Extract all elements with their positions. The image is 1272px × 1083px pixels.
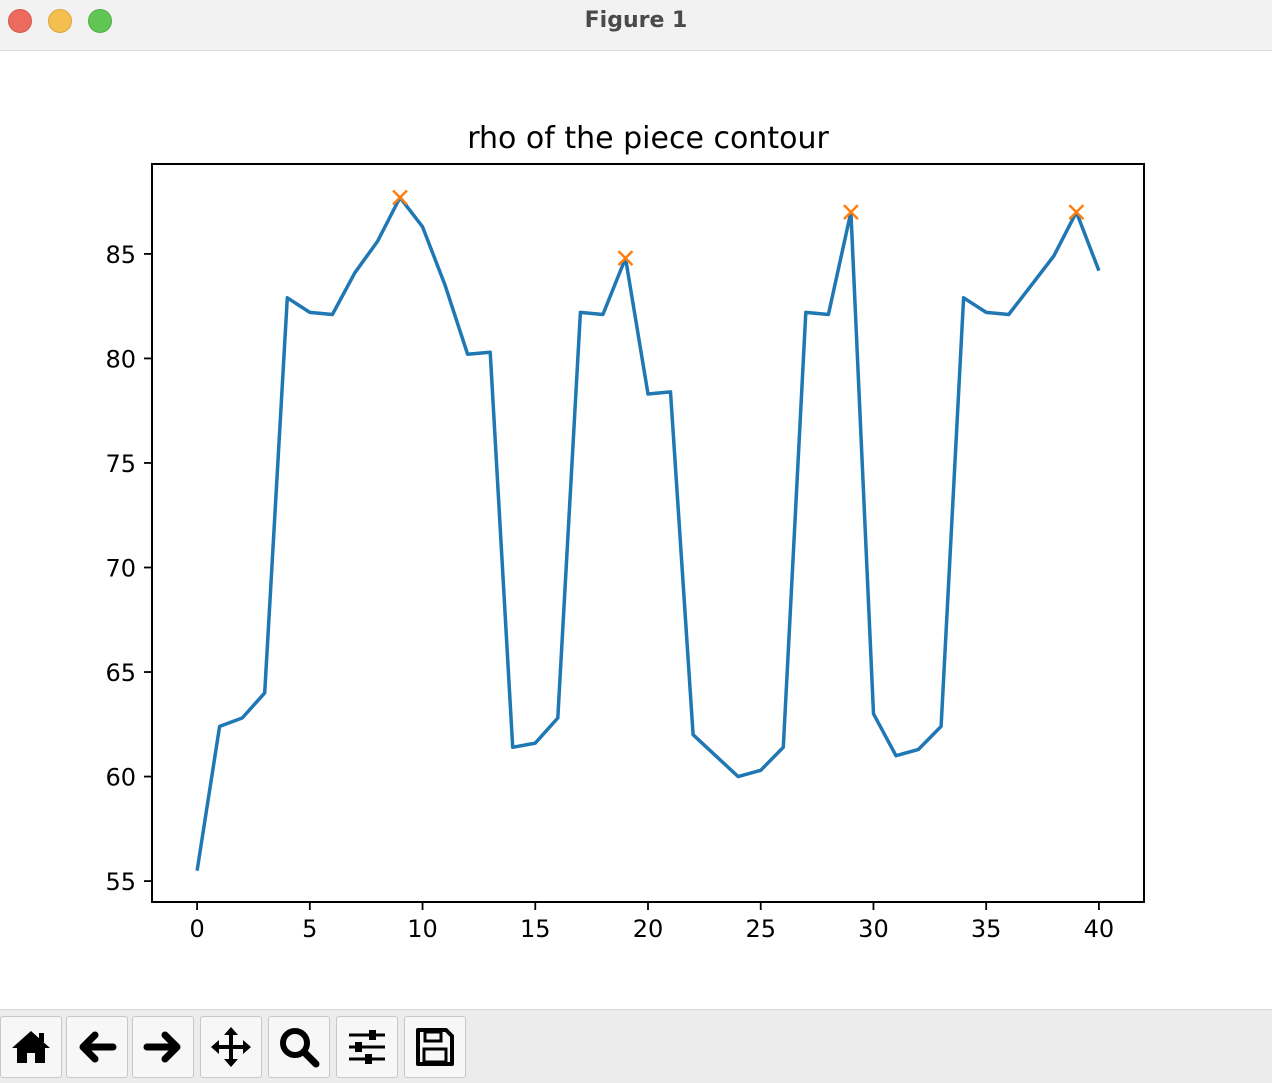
x-tick-label: 25: [745, 915, 776, 943]
peak-marker: [1068, 204, 1085, 220]
figure-canvas[interactable]: rho of the piece contour 0 5 10 15 20 25 30 35 40…: [0, 51, 1272, 1009]
home-icon: [12, 1031, 50, 1063]
x-tick-label: 30: [858, 915, 889, 943]
title-bar: Figure 1: [0, 0, 1272, 51]
back-button[interactable]: [66, 1016, 128, 1078]
floppy-disk-icon: [416, 1028, 454, 1066]
peak-marker: [392, 189, 408, 206]
close-window-button[interactable]: [8, 9, 32, 33]
axes-frame: [151, 163, 1145, 903]
minimize-window-button[interactable]: [48, 9, 72, 33]
move-icon: [211, 1027, 251, 1067]
y-tick-label: 75: [105, 450, 136, 478]
navigation-toolbar: [0, 1009, 1272, 1083]
chart-title: rho of the piece contour: [467, 121, 829, 156]
home-button[interactable]: [0, 1016, 62, 1078]
zoom-button[interactable]: [268, 1016, 330, 1078]
configure-subplots-button[interactable]: [336, 1016, 398, 1078]
sliders-icon: [349, 1030, 385, 1064]
x-tick-label: 20: [633, 915, 664, 943]
y-tick-label: 60: [105, 764, 136, 792]
peak-marker: [843, 204, 859, 220]
x-tick-label: 0: [189, 915, 204, 943]
zoom-window-button[interactable]: [88, 9, 112, 33]
x-tick-label: 40: [1084, 915, 1115, 943]
x-tick-label: 10: [407, 915, 438, 943]
pan-button[interactable]: [200, 1016, 262, 1078]
y-tick-label: 85: [105, 241, 136, 269]
arrow-left-icon: [79, 1031, 117, 1063]
arrow-right-icon: [143, 1031, 181, 1063]
x-tick-label: 35: [971, 915, 1002, 943]
magnifier-icon: [280, 1028, 320, 1068]
save-button[interactable]: [404, 1016, 466, 1078]
peak-marker: [617, 250, 634, 266]
y-tick-label: 70: [105, 554, 136, 582]
window-title: Figure 1: [584, 8, 688, 33]
y-tick-label: 80: [105, 345, 136, 373]
series-line: [195, 195, 1101, 871]
x-tick-label: 15: [520, 915, 551, 943]
y-tick-label: 65: [105, 659, 136, 687]
forward-button[interactable]: [132, 1016, 194, 1078]
y-tick-label: 55: [105, 868, 136, 896]
x-tick-label: 5: [302, 915, 317, 943]
